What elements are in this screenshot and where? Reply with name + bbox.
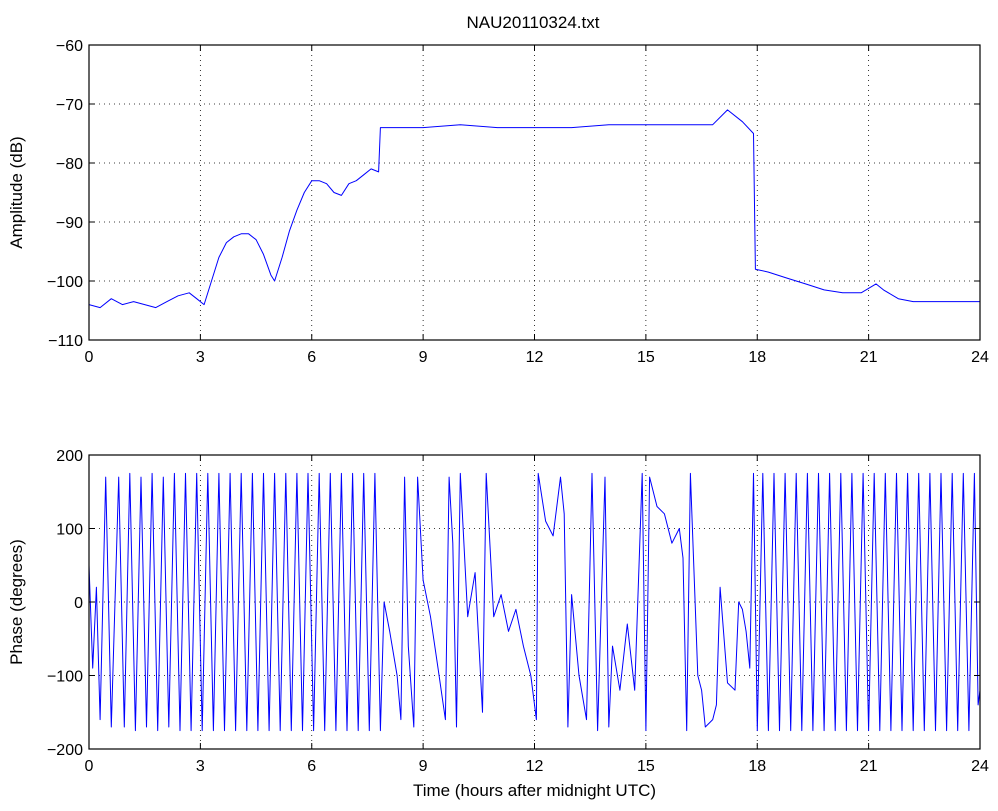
amplitude-x-tick-label: 0 bbox=[85, 349, 94, 366]
amplitude-x-tick-label: 3 bbox=[196, 349, 205, 366]
phase-x-tick-label: 21 bbox=[860, 758, 878, 775]
amplitude-x-tick-label: 21 bbox=[860, 349, 878, 366]
amplitude-y-tick-label: −90 bbox=[56, 215, 83, 232]
phase-y-tick-label: 0 bbox=[74, 595, 83, 612]
phase-x-tick-label: 15 bbox=[637, 758, 655, 775]
phase-x-tick-label: 3 bbox=[196, 758, 205, 775]
amplitude-y-tick-label: −110 bbox=[48, 333, 83, 350]
phase-x-tick-label: 12 bbox=[526, 758, 544, 775]
amplitude-y-axis-title: Amplitude (dB) bbox=[7, 136, 26, 248]
amplitude-y-tick-label: −70 bbox=[56, 97, 83, 114]
plot-title: NAU20110324.txt bbox=[467, 13, 600, 32]
amplitude-x-tick-label: 9 bbox=[419, 349, 428, 366]
amplitude-x-tick-label: 6 bbox=[307, 349, 316, 366]
phase-y-tick-label: −200 bbox=[47, 742, 83, 759]
phase-panel: 0 3 6 9 12 15 18 21 24 −200 −100 0 100 200 Phase (degr… bbox=[7, 448, 989, 800]
amplitude-x-tick-label: 15 bbox=[637, 349, 655, 366]
phase-x-tick-label: 6 bbox=[307, 758, 316, 775]
amplitude-x-tick-label: 24 bbox=[971, 349, 989, 366]
phase-x-axis-title: Time (hours after midnight UTC) bbox=[413, 781, 656, 800]
amplitude-y-tick-label: −60 bbox=[56, 38, 83, 55]
amplitude-x-tick-label: 18 bbox=[748, 349, 766, 366]
phase-y-tick-label: −100 bbox=[47, 669, 83, 686]
amplitude-series-line bbox=[88, 109, 980, 309]
amplitude-x-tick-label: 12 bbox=[526, 349, 544, 366]
phase-y-tick-label: 200 bbox=[56, 448, 83, 465]
amplitude-y-tick-label: −80 bbox=[56, 156, 83, 173]
phase-x-tick-label: 18 bbox=[748, 758, 766, 775]
phase-x-tick-label: 24 bbox=[971, 758, 989, 775]
amplitude-y-tick-label: −100 bbox=[47, 274, 83, 291]
amplitude-panel: 0 3 6 9 12 15 18 21 24 −110 −100 −90 −80 −70 −60 Amplit… bbox=[7, 38, 989, 366]
phase-x-tick-label: 9 bbox=[419, 758, 428, 775]
phase-series-line bbox=[88, 472, 981, 732]
phase-x-tick-label: 0 bbox=[85, 758, 94, 775]
phase-y-axis-title: Phase (degrees) bbox=[7, 539, 26, 665]
phase-y-tick-label: 100 bbox=[56, 522, 83, 539]
